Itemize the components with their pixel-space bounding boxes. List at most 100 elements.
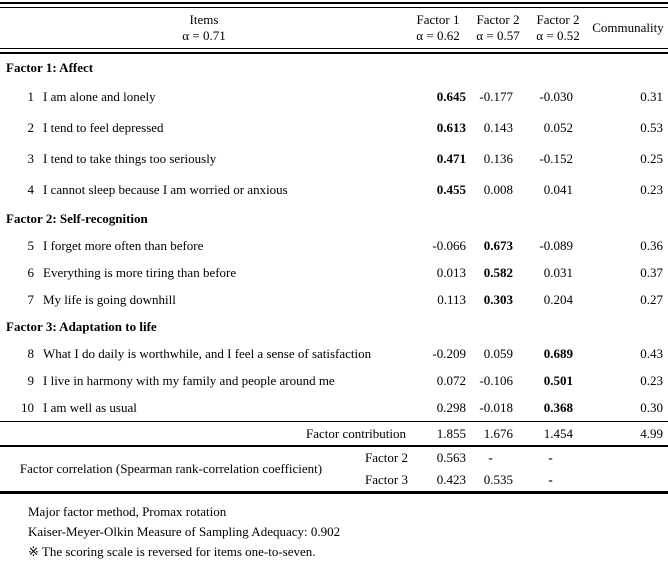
correlation-value: 0.535 — [483, 472, 513, 487]
section-header: Factor 3: Adaptation to life — [6, 318, 157, 334]
item-cell: 10 I am well as usual — [0, 400, 408, 416]
item-row: 10 I am well as usual 0.298 -0.018 0.368… — [0, 394, 668, 421]
correlation-block: Factor correlation (Spearman rank-correl… — [0, 447, 668, 491]
loading-f2: 0.673 — [483, 237, 513, 253]
item-number: 9 — [27, 372, 35, 388]
communality-value: 0.27 — [640, 291, 663, 307]
item-cell: 4 I cannot sleep because I am worried or… — [0, 182, 408, 198]
item-cell: 2 I tend to feel depressed — [0, 120, 408, 136]
loading-f1: 0.645 — [436, 88, 466, 104]
items-column-header: Items α = 0.71 — [0, 12, 408, 44]
section-factor1: Factor 1: Affect 1 I am alone and lonely… — [0, 54, 668, 205]
correlation-value: 0.563 — [436, 450, 466, 465]
loading-f1: -0.066 — [432, 237, 466, 253]
loading-f2: 0.303 — [483, 291, 513, 307]
factor-contribution-row: Factor contribution 1.855 1.676 1.454 4.… — [0, 422, 668, 445]
loading-f1: -0.209 — [432, 345, 466, 361]
item-row: 1 I am alone and lonely 0.645 -0.177 -0.… — [0, 81, 668, 112]
item-cell: 3 I tend to take things too seriously — [0, 151, 408, 167]
loading-f3: 0.368 — [543, 399, 573, 415]
horizontal-rule-header — [0, 48, 668, 54]
table-notes: Major factor method, Promax rotation Kai… — [0, 494, 668, 568]
loading-f1: 0.613 — [436, 119, 466, 135]
loading-f2: 0.582 — [483, 264, 513, 280]
item-cell: 9 I live in harmony with my family and p… — [0, 373, 408, 389]
correlation-row-label: Factor 3 — [365, 472, 408, 487]
loading-f1: 0.298 — [436, 399, 466, 415]
communality-column-header: Communality — [592, 20, 664, 35]
horizontal-rule — [0, 421, 668, 422]
item-row: 4 I cannot sleep because I am worried or… — [0, 174, 668, 205]
communality-value: 0.31 — [640, 88, 663, 104]
contribution-f2: 1.676 — [483, 425, 513, 441]
loading-f2: -0.018 — [479, 399, 513, 415]
note-line: Kaiser-Meyer-Olkin Measure of Sampling A… — [28, 524, 341, 539]
loading-f2: 0.136 — [483, 150, 513, 166]
loading-f1: 0.072 — [436, 372, 466, 388]
item-text: I tend to feel depressed — [43, 119, 164, 135]
contribution-label: Factor contribution — [305, 425, 406, 441]
item-number: 7 — [27, 291, 35, 307]
item-number: 1 — [27, 88, 35, 104]
item-number: 3 — [27, 150, 35, 166]
item-cell: 6 Everything is more tiring than before — [0, 265, 408, 281]
horizontal-rule-top — [0, 2, 668, 8]
item-text: I forget more often than before — [43, 237, 204, 253]
contribution-f3: 1.454 — [543, 425, 573, 441]
communality-value: 0.37 — [640, 264, 663, 280]
communality-value: 0.43 — [640, 345, 663, 361]
loading-f3: 0.031 — [543, 264, 573, 280]
loading-f3: -0.152 — [539, 150, 573, 166]
section-header: Factor 2: Self-recognition — [6, 210, 148, 226]
item-cell: 7 My life is going downhill — [0, 292, 408, 308]
item-row: 7 My life is going downhill 0.113 0.303 … — [0, 286, 668, 313]
section-factor3: Factor 3: Adaptation to life 8 What I do… — [0, 313, 668, 421]
item-row: 5 I forget more often than before -0.066… — [0, 232, 668, 259]
communality-value: 0.25 — [640, 150, 663, 166]
loading-f2: -0.106 — [479, 372, 513, 388]
loading-f2: 0.008 — [483, 181, 513, 197]
item-number: 2 — [27, 119, 35, 135]
contribution-f1: 1.855 — [436, 425, 466, 441]
loading-f3: 0.204 — [543, 291, 573, 307]
item-text: I cannot sleep because I am worried or a… — [43, 181, 288, 197]
loading-f2: 0.059 — [483, 345, 513, 361]
loading-f3: 0.041 — [543, 181, 573, 197]
loading-f3: 0.052 — [543, 119, 573, 135]
item-row: 9 I live in harmony with my family and p… — [0, 367, 668, 394]
factor3-column-header: Factor 2 α = 0.52 — [536, 12, 580, 43]
item-cell: 1 I am alone and lonely — [0, 89, 408, 105]
horizontal-rule — [0, 445, 668, 447]
correlation-value: 0.423 — [436, 472, 466, 487]
section-factor2: Factor 2: Self-recognition 5 I forget mo… — [0, 205, 668, 313]
item-text: I tend to take things too seriously — [43, 150, 217, 166]
communality-value: 0.23 — [640, 372, 663, 388]
item-cell: 8 What I do daily is worthwhile, and I f… — [0, 346, 408, 362]
horizontal-rule-bottom — [0, 491, 668, 494]
correlation-row-label: Factor 2 — [365, 450, 408, 465]
correlation-value: - — [488, 450, 493, 465]
factor1-column-header: Factor 1 α = 0.62 — [416, 12, 460, 43]
loading-f2: 0.143 — [483, 119, 513, 135]
item-number: 5 — [27, 237, 35, 253]
item-row: 6 Everything is more tiring than before … — [0, 259, 668, 286]
item-text: I am alone and lonely — [43, 88, 156, 104]
loading-f1: 0.455 — [436, 181, 466, 197]
item-number: 6 — [27, 264, 35, 280]
loading-f1: 0.113 — [437, 291, 466, 307]
item-number: 4 — [27, 181, 35, 197]
item-text: My life is going downhill — [43, 291, 176, 307]
item-row: 3 I tend to take things too seriously 0.… — [0, 143, 668, 174]
contribution-communality: 4.99 — [640, 425, 663, 441]
table-header-row: Items α = 0.71 Factor 1 α = 0.62 Factor … — [0, 8, 668, 48]
factor2-column-header: Factor 2 α = 0.57 — [476, 12, 520, 43]
communality-value: 0.53 — [640, 119, 663, 135]
loading-f3: -0.089 — [539, 237, 573, 253]
correlation-value: - — [548, 472, 553, 487]
loading-f3: -0.030 — [539, 88, 573, 104]
item-number: 8 — [27, 345, 35, 361]
item-text: What I do daily is worthwhile, and I fee… — [43, 345, 372, 361]
loading-f2: -0.177 — [479, 88, 513, 104]
item-text: I am well as usual — [43, 399, 137, 415]
